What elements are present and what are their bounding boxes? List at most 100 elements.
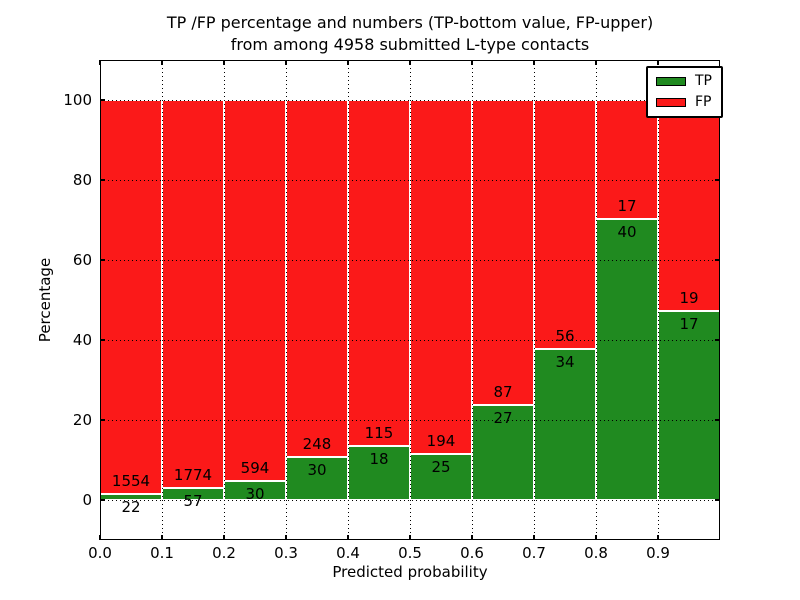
bar-segment-fp — [224, 100, 286, 481]
fp-count-label: 87 — [493, 383, 513, 402]
tp-count-label: 18 — [369, 449, 389, 468]
y-axis-label: Percentage — [36, 257, 54, 343]
y-tick-label: 80 — [72, 171, 92, 189]
tp-legend-label: TP — [695, 73, 712, 89]
y-tick-label: 60 — [72, 251, 92, 269]
tp-count-label: 34 — [555, 352, 575, 371]
bar-segment-fp — [658, 100, 720, 312]
fp-count-label: 115 — [364, 423, 394, 442]
x-tick-label: 0.3 — [274, 544, 298, 562]
fp-count-label: 19 — [679, 289, 699, 308]
bar-segment-fp — [410, 100, 472, 455]
fp-count-label: 1554 — [111, 472, 151, 491]
y-tick-label: 40 — [72, 331, 92, 349]
tp-count-label: 25 — [431, 458, 451, 477]
legend-entry-fp: FP — [656, 95, 712, 110]
fp-count-label: 594 — [240, 458, 270, 477]
y-tick-label: 0 — [82, 491, 92, 509]
x-tick-label: 0.2 — [212, 544, 236, 562]
y-tick-mark-right — [715, 419, 720, 421]
tp-count-label: 27 — [493, 409, 513, 428]
x-tick-mark — [347, 535, 349, 540]
tp-count-label: 57 — [183, 491, 203, 510]
x-tick-mark — [285, 535, 287, 540]
y-tick-mark — [100, 99, 105, 101]
fp-legend-swatch — [656, 98, 686, 107]
x-tick-label: 0.8 — [584, 544, 608, 562]
tp-count-label: 17 — [679, 315, 699, 334]
x-tick-mark — [99, 535, 101, 540]
x-tick-mark-top — [595, 60, 597, 65]
bar-segment-fp — [100, 100, 162, 495]
fp-count-label: 194 — [426, 432, 456, 451]
fp-legend-label: FP — [695, 94, 712, 110]
x-axis-label: Predicted probability — [332, 563, 488, 581]
y-tick-label: 20 — [72, 411, 92, 429]
bar-segment-tp — [472, 405, 534, 500]
x-tick-label: 0.1 — [150, 544, 174, 562]
x-tick-label: 0.5 — [398, 544, 422, 562]
x-tick-mark-top — [161, 60, 163, 65]
legend: TP FP — [646, 66, 723, 118]
v-gridline — [471, 60, 473, 540]
fp-count-label: 248 — [302, 434, 332, 453]
bar-segment-fp — [348, 100, 410, 446]
bar-segment-fp — [596, 100, 658, 220]
tp-count-label: 40 — [617, 223, 637, 242]
x-tick-label: 0.7 — [522, 544, 546, 562]
x-tick-label: 0.6 — [460, 544, 484, 562]
bar-segment-tp — [534, 348, 596, 500]
y-tick-label: 100 — [63, 91, 92, 109]
v-gridline — [595, 60, 597, 540]
x-tick-mark — [657, 535, 659, 540]
y-tick-mark — [100, 259, 105, 261]
v-gridline — [657, 60, 659, 540]
y-tick-mark — [100, 419, 105, 421]
bar-segment-tp — [410, 454, 472, 500]
chart-title-line-1: TP /FP percentage and numbers (TP-bottom… — [166, 13, 654, 32]
v-gridline — [161, 60, 163, 540]
x-tick-mark-top — [533, 60, 535, 65]
y-tick-mark-right — [715, 259, 720, 261]
x-tick-mark — [223, 535, 225, 540]
bar-segment-tp — [658, 311, 720, 500]
x-tick-mark — [409, 535, 411, 540]
y-tick-mark-right — [715, 339, 720, 341]
plot-area: 1554 22 1774 57 594 30 248 30 115 18 194 25 87 27 56 34… — [99, 60, 720, 540]
x-tick-mark-top — [471, 60, 473, 65]
fp-count-label: 56 — [555, 326, 575, 345]
x-tick-mark — [595, 535, 597, 540]
y-tick-mark-right — [715, 179, 720, 181]
y-tick-mark — [100, 499, 105, 501]
fp-count-label: 1774 — [173, 465, 213, 484]
x-tick-mark-top — [223, 60, 225, 65]
bar-segment-tp — [348, 445, 410, 500]
y-tick-mark — [100, 179, 105, 181]
chart-title-line-2: from among 4958 submitted L-type contact… — [230, 35, 590, 54]
tp-count-label: 30 — [245, 484, 265, 503]
x-tick-mark-top — [347, 60, 349, 65]
legend-entry-tp: TP — [656, 74, 712, 89]
bar-segment-fp — [286, 100, 348, 457]
bar-segment-fp — [534, 100, 596, 349]
x-tick-mark — [471, 535, 473, 540]
tp-count-label: 22 — [121, 498, 141, 517]
x-tick-label: 0.4 — [336, 544, 360, 562]
bar-segment-fp — [162, 100, 224, 488]
v-gridline — [409, 60, 411, 540]
tp-legend-swatch — [656, 77, 686, 86]
v-gridline — [285, 60, 287, 540]
x-tick-mark — [161, 535, 163, 540]
y-tick-mark — [100, 339, 105, 341]
v-gridline — [347, 60, 349, 540]
x-tick-mark-top — [657, 60, 659, 65]
bar-segment-tp — [596, 219, 658, 500]
y-tick-mark-right — [715, 499, 720, 501]
bar-segment-fp — [472, 100, 534, 406]
v-gridline — [533, 60, 535, 540]
tp-count-label: 30 — [307, 460, 327, 479]
x-tick-mark-top — [99, 60, 101, 65]
x-tick-mark-top — [285, 60, 287, 65]
v-gridline — [223, 60, 225, 540]
